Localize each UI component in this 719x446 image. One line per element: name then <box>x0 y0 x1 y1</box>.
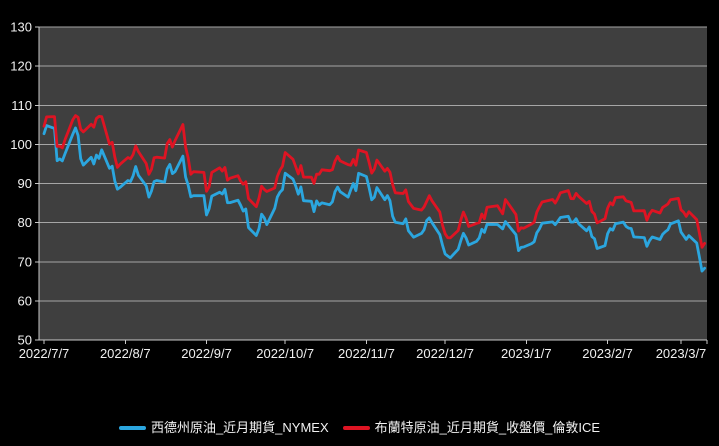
brent-legend-label: 布蘭特原油_近月期貨_收盤價_倫敦ICE <box>374 420 601 435</box>
x-axis-label: 2022/7/7 <box>19 346 70 361</box>
brent-line-swatch <box>342 426 370 430</box>
x-axis-label: 2022/11/7 <box>338 346 395 361</box>
y-axis-label: 100 <box>10 137 32 152</box>
x-axis-label: 2022/10/7 <box>256 346 314 361</box>
x-axis-label: 2022/12/7 <box>416 346 474 361</box>
y-axis-label: 130 <box>10 20 32 35</box>
wti-series-line <box>42 124 706 273</box>
legend-item-brent: 布蘭特原油_近月期貨_收盤價_倫敦ICE <box>342 417 601 439</box>
chart-plot-area: 50 60 70 80 90 100 110 120 130 2022/7/7 2022/8/7 20… <box>10 20 708 361</box>
chart-legend: 西德州原油_近月期貨_NYMEX 布蘭特原油_近月期貨_收盤價_倫敦ICE <box>0 417 719 439</box>
x-axis-label: 2023/1/7 <box>501 346 552 361</box>
y-axis-label: 70 <box>18 254 32 269</box>
y-axis-label: 120 <box>10 59 32 74</box>
x-axis-label: 2023/3/7 <box>656 346 707 361</box>
x-axis-label: 2022/8/7 <box>100 346 151 361</box>
x-axis-label: 2023/2/7 <box>582 346 633 361</box>
x-axis-label: 2022/9/7 <box>181 346 232 361</box>
wti-line-swatch <box>118 426 146 430</box>
y-axis-label: 50 <box>18 333 32 348</box>
y-axis-label: 80 <box>18 215 32 230</box>
brent-series-line <box>42 114 706 249</box>
y-axis-label: 60 <box>18 293 32 308</box>
y-axis-label: 110 <box>11 98 32 113</box>
legend-item-wti: 西德州原油_近月期貨_NYMEX <box>118 417 329 439</box>
y-axis-label: 90 <box>18 176 32 191</box>
wti-legend-label: 西德州原油_近月期貨_NYMEX <box>150 420 329 435</box>
